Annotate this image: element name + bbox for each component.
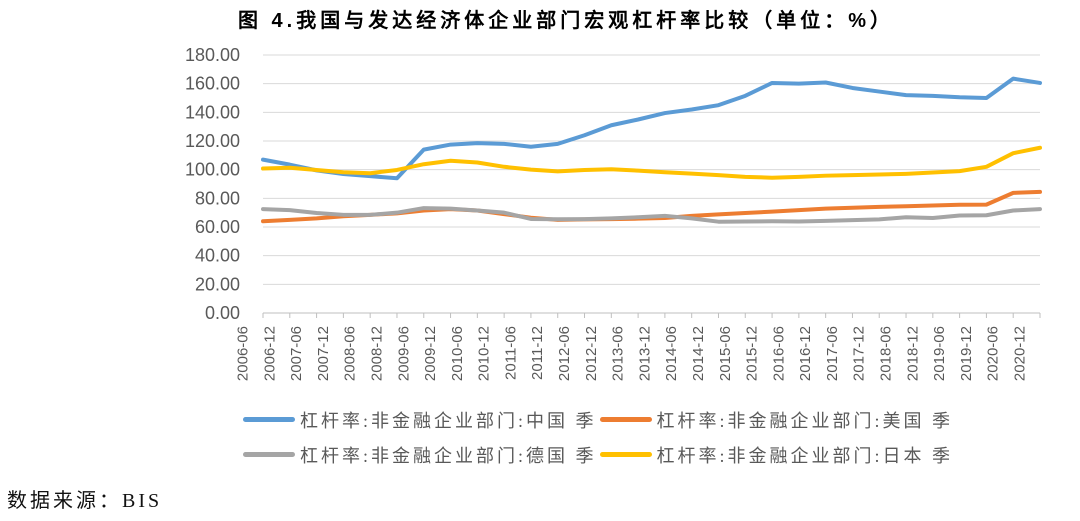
y-axis-label: 60.00	[195, 217, 240, 237]
chart-legend: 杠杆率:非金融企业部门:中国 季 杠杆率:非金融企业部门:美国 季 杠杆率:非金…	[243, 407, 956, 477]
plot-svg: 0.00 20.00 40.00 60.00 80.00 100.00 120.00 140.…	[185, 45, 1042, 381]
x-axis-label: 2007-06	[288, 326, 305, 381]
y-axis-label: 20.00	[195, 274, 240, 294]
legend-label-china: 杠杆率:非金融企业部门:中国 季	[300, 410, 597, 431]
legend-swatch-china	[243, 417, 295, 422]
x-axis-label: 2015-12	[744, 326, 761, 381]
x-axis-label: 2016-06	[770, 326, 787, 381]
x-axis-label: 2018-12	[904, 326, 921, 381]
x-axis-label: 2020-12	[1012, 326, 1029, 381]
x-axis-label: 2006-06	[235, 326, 252, 381]
x-axis-label: 2007-12	[315, 326, 332, 381]
x-axis-label: 2008-06	[342, 326, 359, 381]
legend-label-japan: 杠杆率:非金融企业部门:日本 季	[656, 445, 954, 466]
series-line	[261, 145, 1042, 180]
legend-label-us: 杠杆率:非金融企业部门:美国 季	[656, 410, 954, 431]
x-axis-label: 2011-06	[502, 326, 519, 380]
legend-item-china: 杠杆率:非金融企业部门:中国 季	[243, 407, 600, 433]
y-axis-label: 40.00	[195, 246, 240, 266]
x-axis-label: 2020-06	[985, 326, 1002, 381]
x-axis-label: 2019-12	[958, 326, 975, 381]
x-axis-label: 2015-06	[717, 326, 734, 381]
x-axis-label: 2014-06	[663, 326, 680, 381]
data-source-note: 数据来源：BIS	[7, 490, 163, 512]
legend-swatch-us	[599, 417, 652, 422]
y-axis-label: 180.00	[185, 45, 240, 65]
legend-row-1: 杠杆率:非金融企业部门:中国 季 杠杆率:非金融企业部门:美国 季	[243, 407, 956, 432]
x-axis-label: 2019-06	[931, 326, 948, 381]
x-axis-label: 2011-12	[529, 326, 546, 380]
x-axis-label: 2018-06	[878, 326, 895, 381]
x-axis-label: 2010-12	[476, 326, 493, 381]
x-axis-label: 2009-06	[395, 326, 412, 381]
legend-label-germany: 杠杆率:非金融企业部门:德国 季	[300, 445, 597, 466]
y-axis-label: 100.00	[185, 160, 240, 180]
x-axis-label: 2012-06	[556, 326, 573, 381]
legend-swatch-japan	[599, 452, 652, 457]
x-axis-label: 2006-12	[261, 326, 278, 381]
legend-swatch-germany	[243, 452, 295, 457]
y-axis-label: 120.00	[185, 131, 240, 151]
legend-row-2: 杠杆率:非金融企业部门:德国 季 杠杆率:非金融企业部门:日本 季	[243, 442, 956, 467]
x-axis-label: 2010-06	[449, 326, 466, 381]
x-axis-label: 2013-06	[610, 326, 627, 381]
x-axis-label: 2013-12	[636, 326, 653, 381]
x-axis-label: 2016-12	[797, 326, 814, 381]
x-axis-label: 2017-12	[851, 326, 868, 381]
y-axis-label: 140.00	[185, 102, 240, 122]
legend-item-germany: 杠杆率:非金融企业部门:德国 季	[243, 442, 600, 468]
y-axis-label: 160.00	[185, 74, 240, 94]
y-axis-label: 80.00	[195, 188, 240, 208]
y-axis-label: 0.00	[205, 303, 240, 323]
series-line	[261, 76, 1042, 181]
legend-item-us: 杠杆率:非金融企业部门:美国 季	[599, 407, 957, 433]
x-axis-label: 2012-12	[583, 326, 600, 381]
legend-item-japan: 杠杆率:非金融企业部门:日本 季	[599, 442, 957, 468]
x-axis-label: 2009-12	[422, 326, 439, 381]
series-line	[261, 206, 1042, 224]
x-axis-label: 2014-12	[690, 326, 707, 381]
x-axis-label: 2017-06	[824, 326, 841, 381]
chart-title: 图 4.我国与发达经济体企业部门宏观杠杆率比较（单位：%）	[237, 10, 895, 32]
x-axis-label: 2008-12	[368, 326, 385, 381]
